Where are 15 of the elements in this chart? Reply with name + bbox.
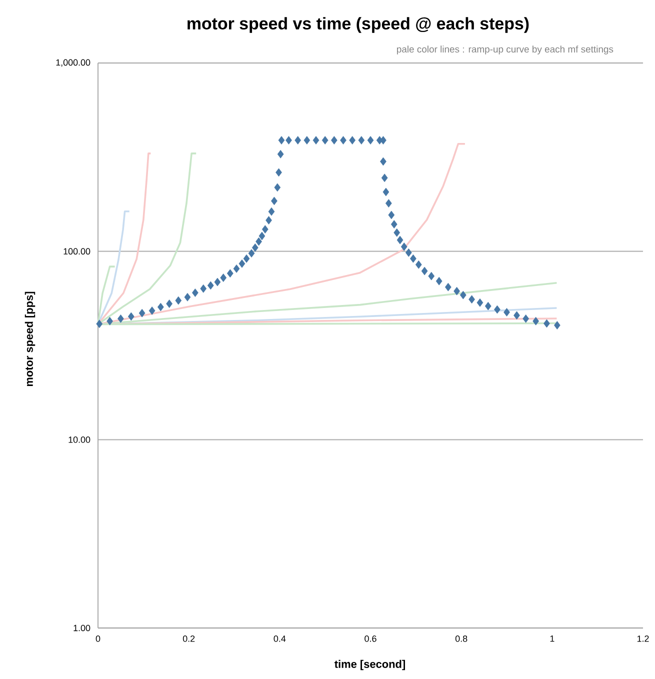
x-tick-label: 0.2 (182, 636, 195, 642)
y-tick-label: 10.00 (68, 436, 90, 443)
y-axis-title: motor speed [pps] (24, 292, 36, 386)
x-tick-label: 0.8 (455, 636, 468, 642)
y-tick-label: 100.00 (64, 248, 90, 255)
chart-title: motor speed vs time (speed @ each steps) (188, 17, 529, 33)
x-axis-title: time [second] (334, 660, 405, 670)
chart-subtitle: pale color lines : ramp-up curve by each mf settings (397, 46, 614, 54)
y-tick-label: 1,000.00 (56, 59, 90, 67)
x-tick-label: 1.2 (637, 636, 649, 642)
x-tick-label: 0 (96, 636, 100, 642)
x-tick-label: 1 (550, 636, 554, 642)
y-tick-label: 1.00 (74, 624, 90, 632)
x-tick-label: 0.4 (274, 636, 286, 642)
x-tick-label: 0.6 (364, 636, 376, 642)
